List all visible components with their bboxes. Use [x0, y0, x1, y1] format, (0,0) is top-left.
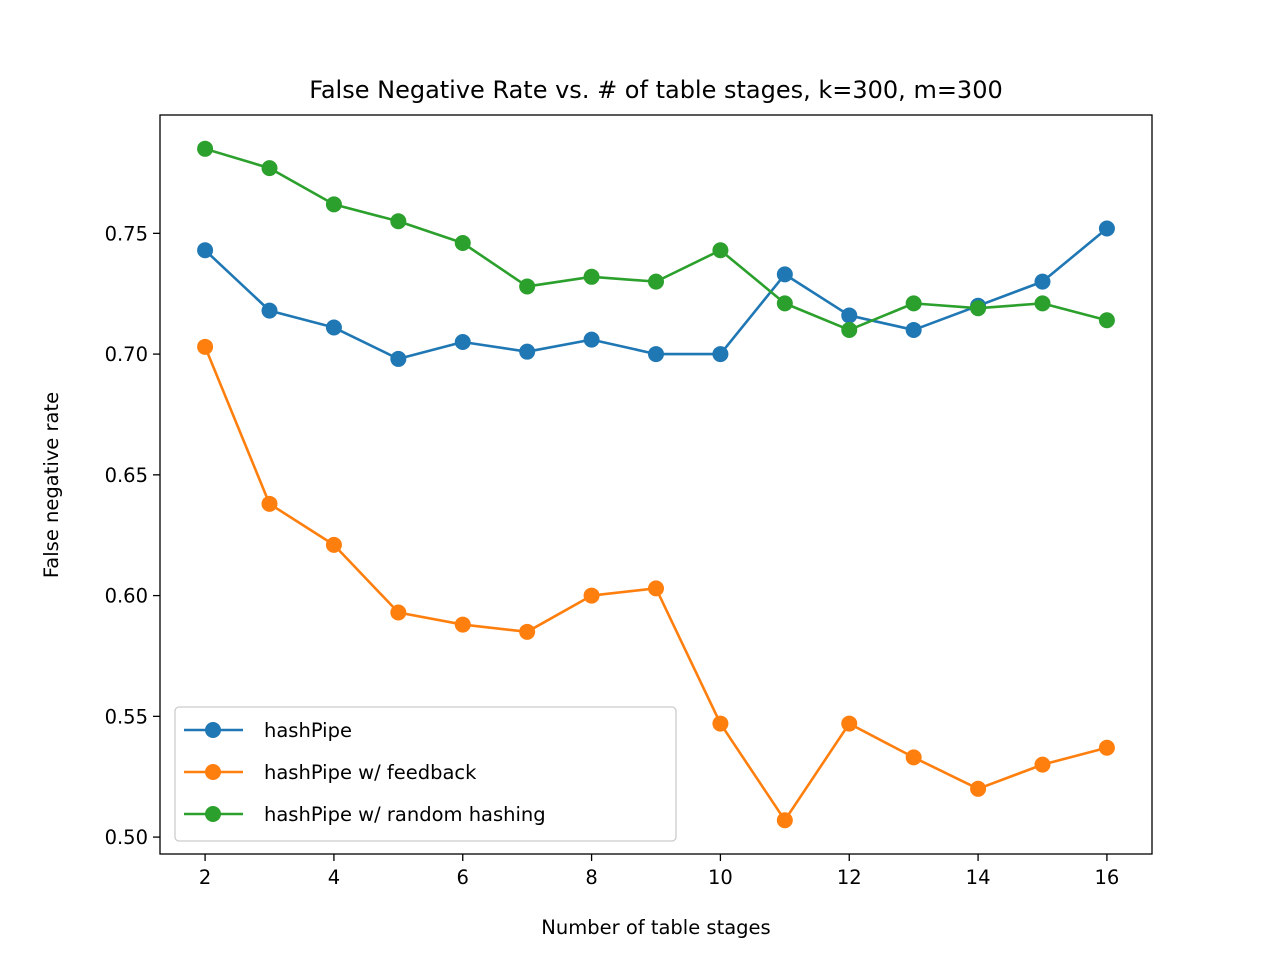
- data-point-series-2: [197, 338, 214, 355]
- data-point-series-3: [325, 196, 342, 213]
- data-point-series-1: [390, 350, 407, 367]
- data-point-series-2: [776, 812, 793, 829]
- data-point-series-1: [712, 346, 729, 363]
- data-point-series-1: [197, 242, 214, 259]
- x-tick-label: 2: [199, 866, 211, 889]
- y-axis-label: False negative rate: [40, 392, 63, 578]
- y-tick-label: 0.50: [105, 826, 148, 849]
- data-point-series-3: [519, 278, 536, 295]
- data-point-series-2: [1098, 739, 1115, 756]
- y-tick-label: 0.65: [105, 464, 148, 487]
- x-tick-label: 8: [585, 866, 597, 889]
- x-tick-label: 4: [328, 866, 340, 889]
- data-point-series-3: [1098, 312, 1115, 329]
- data-point-series-1: [1034, 273, 1051, 290]
- chart-title: False Negative Rate vs. # of table stage…: [309, 76, 1003, 104]
- plot-area: 2 4 6 8 10 12 14 16 0.50 0.55 0.60 0.65 0.70 0.75 hash…: [105, 114, 1153, 889]
- x-tick-label: 12: [837, 866, 862, 889]
- legend-marker-3: [205, 806, 221, 822]
- data-point-series-2: [712, 715, 729, 732]
- legend-label-1: hashPipe: [264, 719, 352, 742]
- data-point-series-2: [648, 580, 664, 597]
- data-point-series-3: [776, 295, 793, 312]
- legend-box: [174, 706, 677, 842]
- data-point-series-3: [390, 213, 407, 230]
- data-point-series-2: [841, 715, 858, 732]
- data-point-series-2: [261, 495, 278, 512]
- data-point-series-3: [583, 268, 600, 285]
- data-point-series-1: [648, 346, 664, 363]
- data-point-series-1: [261, 302, 278, 319]
- axes-frame: [159, 114, 1153, 855]
- data-point-series-2: [583, 587, 600, 604]
- data-point-series-2: [905, 749, 922, 766]
- data-point-series-3: [648, 273, 664, 290]
- x-axis-label: Number of table stages: [541, 916, 770, 939]
- data-point-series-3: [197, 140, 214, 157]
- data-point-series-1: [841, 307, 858, 324]
- y-tick-label: 0.75: [105, 222, 148, 245]
- y-tick-label: 0.55: [105, 705, 148, 728]
- data-point-series-1: [905, 321, 922, 338]
- legend-label-3: hashPipe w/ random hashing: [264, 803, 546, 826]
- y-tick-label: 0.70: [105, 343, 148, 366]
- data-point-series-3: [454, 234, 471, 251]
- data-point-series-3: [905, 295, 922, 312]
- data-point-series-2: [325, 536, 342, 553]
- data-point-series-3: [261, 160, 278, 177]
- data-point-series-1: [325, 319, 342, 336]
- x-tick-label: 6: [457, 866, 469, 889]
- x-tick-label: 14: [966, 866, 991, 889]
- data-point-series-1: [519, 343, 536, 360]
- data-point-series-2: [970, 780, 987, 797]
- data-point-series-1: [1098, 220, 1115, 237]
- data-point-series-3: [1034, 295, 1051, 312]
- legend-marker-2: [205, 764, 221, 780]
- data-point-series-1: [583, 331, 600, 348]
- data-point-series-3: [841, 321, 858, 338]
- legend-marker-1: [205, 722, 221, 738]
- data-point-series-2: [1034, 756, 1051, 773]
- data-point-series-2: [454, 616, 471, 633]
- data-point-series-1: [776, 266, 793, 283]
- x-tick-label: 10: [708, 866, 733, 889]
- x-tick-label: 16: [1094, 866, 1119, 889]
- data-point-series-3: [712, 242, 729, 259]
- data-point-series-3: [970, 300, 987, 317]
- data-point-series-1: [454, 334, 471, 351]
- y-tick-label: 0.60: [105, 585, 148, 608]
- data-point-series-2: [519, 623, 536, 640]
- data-point-series-2: [390, 604, 407, 621]
- legend-label-2: hashPipe w/ feedback: [264, 761, 477, 784]
